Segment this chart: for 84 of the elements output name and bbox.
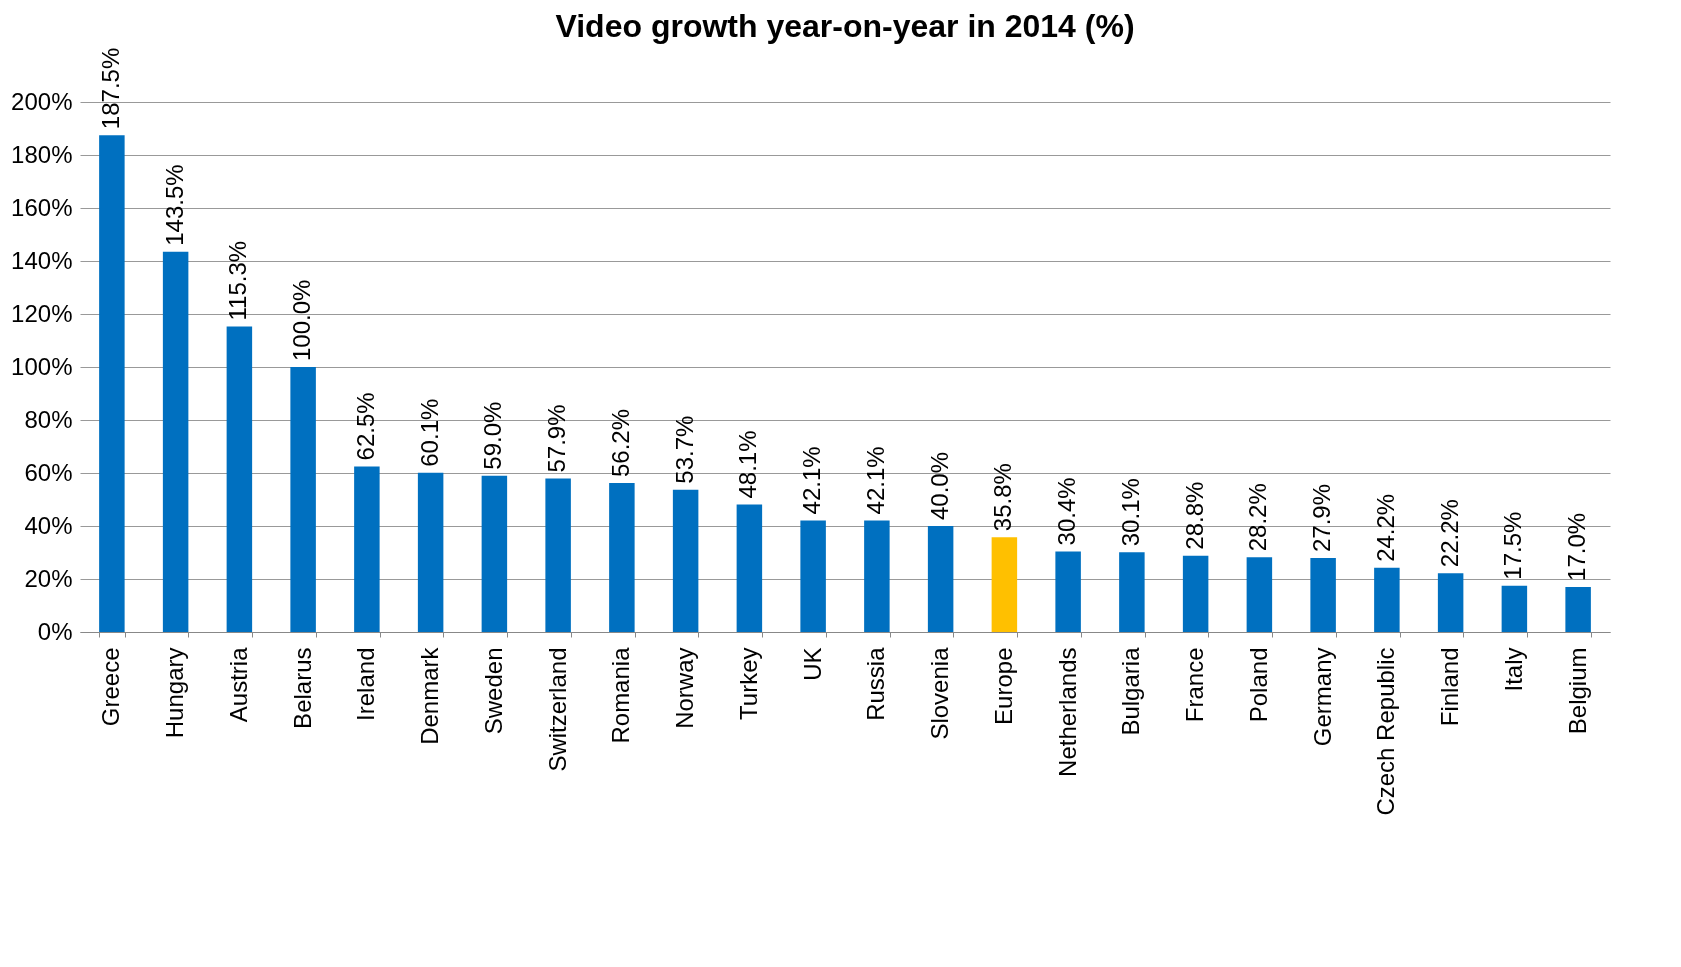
data-label: 27.9% [1308, 484, 1336, 553]
data-label: 56.2% [606, 409, 634, 478]
x-tick-label: Norway [671, 647, 699, 729]
bar [736, 504, 763, 632]
bar [226, 326, 253, 632]
bar [1310, 558, 1336, 632]
x-tick-label: Poland [1244, 647, 1272, 723]
data-label: 143.5% [160, 164, 188, 246]
y-tick-label: 0% [37, 617, 73, 645]
data-label: 40.0% [925, 451, 953, 520]
y-tick-label: 180% [11, 140, 73, 168]
y-tick-label: 140% [11, 246, 73, 274]
x-tick-label: Hungary [161, 647, 189, 739]
bar [1246, 557, 1273, 632]
x-tick-label: Finland [1436, 647, 1464, 727]
x-tick-label: Bulgaria [1117, 646, 1145, 736]
data-label: 62.5% [351, 392, 379, 461]
x-tick-label: Switzerland [543, 647, 571, 772]
data-label: 17.5% [1499, 511, 1527, 580]
bar [99, 135, 125, 632]
y-tick-label: 160% [11, 193, 73, 221]
data-label: 60.1% [415, 398, 443, 467]
bar [927, 526, 954, 632]
x-tick-label: France [1181, 647, 1209, 723]
bar [290, 367, 316, 632]
bar [800, 520, 826, 632]
bar [991, 537, 1018, 632]
x-tick-label: Denmark [416, 646, 444, 745]
data-label: 30.1% [1116, 478, 1144, 547]
y-tick-label: 120% [11, 299, 73, 327]
bar [354, 466, 380, 632]
data-label: 59.0% [479, 401, 507, 470]
data-label: 53.7% [670, 415, 698, 484]
data-label: 57.9% [543, 404, 571, 473]
x-tick-label: Belarus [288, 647, 316, 729]
data-label: 42.1% [861, 446, 889, 515]
x-tick-label: Slovenia [926, 646, 954, 740]
bar [1055, 551, 1081, 632]
bar [545, 478, 571, 632]
x-tick-label: Austria [224, 646, 252, 723]
data-label: 24.2% [1371, 493, 1399, 562]
x-tick-label: Ireland [352, 647, 380, 721]
y-tick-label: 80% [24, 405, 73, 433]
bar [1501, 585, 1528, 632]
x-tick-label: UK [798, 647, 826, 681]
bar [1374, 567, 1400, 632]
y-tick-label: 40% [24, 511, 73, 539]
data-label: 30.4% [1053, 477, 1081, 546]
bar [1565, 586, 1591, 632]
bar [1437, 573, 1464, 632]
bar [1119, 552, 1145, 632]
data-label: 115.3% [224, 240, 252, 321]
x-tick-label: Italy [1499, 647, 1527, 692]
y-tick-label: 60% [24, 458, 73, 486]
data-label: 17.0% [1563, 512, 1591, 581]
x-tick-label: Greece [97, 647, 125, 727]
data-label: 42.1% [798, 446, 826, 515]
x-tick-label: Turkey [734, 647, 762, 720]
bar [162, 251, 189, 632]
data-label: 187.5% [96, 47, 124, 130]
x-tick-label: Romania [607, 646, 635, 744]
chart-title: Video growth year-on-year in 2014 (%) [555, 7, 1135, 44]
bar [481, 475, 508, 632]
x-tick-label: Belgium [1563, 647, 1591, 735]
data-label: 48.1% [734, 430, 762, 499]
x-tick-label: Russia [862, 646, 890, 721]
x-tick-label: Germany [1308, 647, 1336, 747]
y-tick-label: 100% [11, 352, 73, 380]
data-label: 28.8% [1180, 481, 1208, 550]
x-tick-label: Netherlands [1053, 647, 1081, 777]
data-label: 100.0% [288, 279, 316, 361]
x-tick-label: Europe [989, 647, 1017, 725]
y-tick-label: 200% [11, 87, 73, 115]
bar [672, 489, 699, 632]
y-tick-label: 20% [24, 564, 73, 592]
x-tick-label: Czech Republic [1372, 647, 1400, 816]
bar [864, 520, 890, 632]
data-label: 35.8% [989, 463, 1017, 532]
bar [417, 472, 444, 632]
bar [1182, 555, 1209, 632]
data-label: 22.2% [1435, 499, 1463, 568]
data-label: 28.2% [1244, 483, 1272, 552]
bar [609, 483, 635, 632]
x-tick-label: Sweden [479, 647, 507, 735]
